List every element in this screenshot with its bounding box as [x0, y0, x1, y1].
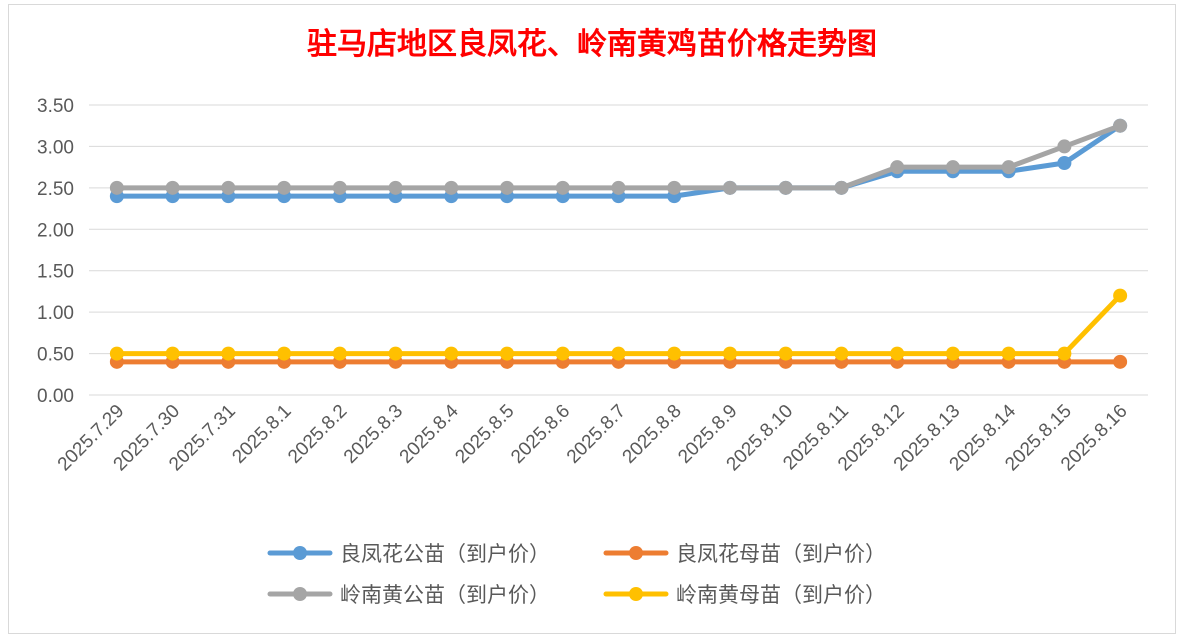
data-point[interactable] — [109, 180, 124, 195]
data-point[interactable] — [778, 180, 793, 195]
data-point[interactable] — [1057, 346, 1072, 361]
data-point[interactable] — [667, 346, 682, 361]
legend-label: 岭南黄公苗（到户价） — [340, 583, 550, 607]
data-point[interactable] — [221, 346, 236, 361]
data-point[interactable] — [778, 346, 793, 361]
data-point[interactable] — [1113, 288, 1128, 303]
x-axis-tick-labels: 2025.7.292025.7.302025.7.312025.8.12025.… — [54, 400, 1132, 475]
legend-item[interactable]: 岭南黄公苗（到户价） — [267, 583, 550, 607]
x-tick-label: 2025.8.2 — [284, 401, 351, 468]
legend-marker-swatch — [629, 546, 643, 560]
x-tick-label: 2025.8.5 — [451, 401, 518, 468]
x-tick-label: 2025.8.6 — [507, 401, 574, 468]
data-point[interactable] — [834, 180, 849, 195]
y-axis-tick-labels: 0.00 0.50 1.00 1.50 2.00 2.50 3.00 3.50 — [37, 96, 74, 407]
y-tick-label: 2.50 — [37, 179, 74, 200]
data-point[interactable] — [109, 346, 124, 361]
y-tick-label: 0.00 — [37, 386, 74, 407]
legend-marker-swatch — [629, 587, 643, 601]
legend-item[interactable]: 良凤花公苗（到户价） — [267, 542, 550, 566]
data-point[interactable] — [1057, 139, 1072, 154]
legend-item[interactable]: 良凤花母苗（到户价） — [603, 542, 886, 566]
series-4[interactable] — [109, 288, 1128, 361]
data-point[interactable] — [555, 180, 570, 195]
y-tick-label: 1.50 — [37, 262, 74, 283]
data-point[interactable] — [277, 346, 292, 361]
data-point[interactable] — [1113, 118, 1128, 133]
x-tick-label: 2025.8.1 — [228, 401, 295, 468]
legend-marker-swatch — [293, 587, 307, 601]
data-point[interactable] — [332, 180, 347, 195]
data-point[interactable] — [165, 180, 180, 195]
data-point[interactable] — [1113, 354, 1128, 369]
data-point[interactable] — [1001, 160, 1016, 175]
data-point[interactable] — [834, 346, 849, 361]
data-point[interactable] — [388, 180, 403, 195]
series-3[interactable] — [109, 118, 1128, 195]
data-point[interactable] — [945, 346, 960, 361]
y-tick-label: 0.50 — [37, 345, 74, 366]
y-tick-label: 3.00 — [37, 137, 74, 158]
x-tick-label: 2025.8.8 — [619, 401, 686, 468]
data-point[interactable] — [332, 346, 347, 361]
chart-area[interactable] — [8, 4, 1176, 634]
data-point[interactable] — [444, 180, 459, 195]
data-point[interactable] — [667, 180, 682, 195]
legend: 良凤花公苗（到户价） 良凤花母苗（到户价） 岭南黄公苗（到户价） 岭南黄母苗（到户价） — [267, 542, 886, 607]
data-point[interactable] — [722, 346, 737, 361]
data-point[interactable] — [611, 346, 626, 361]
y-tick-label: 2.00 — [37, 220, 74, 241]
data-point[interactable] — [555, 346, 570, 361]
x-tick-label: 2025.8.7 — [563, 401, 630, 468]
data-point[interactable] — [500, 346, 515, 361]
data-point[interactable] — [945, 160, 960, 175]
series-line — [114, 123, 1123, 191]
data-point[interactable] — [722, 180, 737, 195]
data-point[interactable] — [500, 180, 515, 195]
data-point[interactable] — [1057, 156, 1072, 170]
legend-label: 良凤花公苗（到户价） — [340, 542, 550, 566]
series-line — [114, 293, 1123, 357]
data-point[interactable] — [611, 180, 626, 195]
data-point[interactable] — [277, 180, 292, 195]
data-point[interactable] — [221, 180, 236, 195]
data-point[interactable] — [890, 160, 905, 175]
x-tick-label: 2025.8.4 — [396, 400, 463, 467]
data-point[interactable] — [388, 346, 403, 361]
data-point[interactable] — [444, 346, 459, 361]
legend-marker-swatch — [293, 546, 307, 560]
y-tick-label: 3.50 — [37, 96, 74, 117]
x-tick-label: 2025.8.3 — [340, 401, 407, 468]
data-point[interactable] — [890, 346, 905, 361]
legend-label: 岭南黄母苗（到户价） — [676, 583, 886, 607]
y-tick-label: 1.00 — [37, 303, 74, 324]
data-point[interactable] — [1001, 346, 1016, 361]
series-lines — [109, 118, 1128, 369]
legend-label: 良凤花母苗（到户价） — [676, 542, 886, 566]
legend-item[interactable]: 岭南黄母苗（到户价） — [603, 583, 886, 607]
chart-title: 驻马店地区良凤花、岭南黄鸡苗价格走势图 — [307, 27, 877, 62]
data-point[interactable] — [165, 346, 180, 361]
